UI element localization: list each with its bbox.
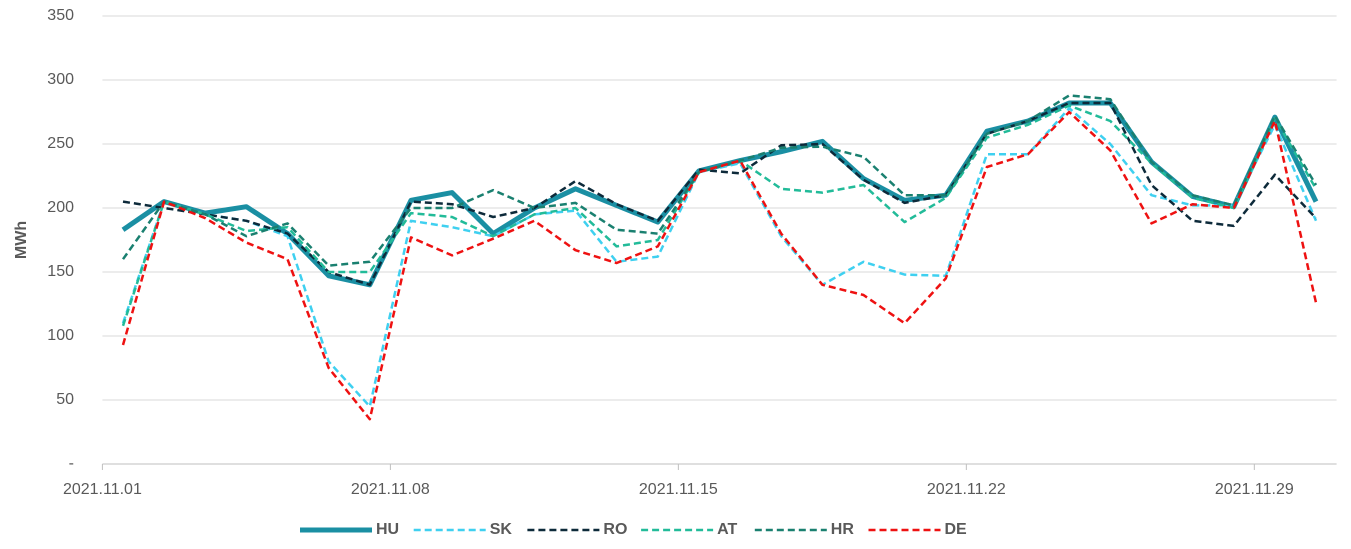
x-tick-label: 2021.11.08: [351, 481, 430, 498]
x-tick-label: 2021.11.15: [639, 481, 718, 498]
legend-label: DE: [945, 521, 968, 538]
y-tick-label: 350: [47, 7, 74, 24]
y-tick-label: 300: [47, 71, 74, 88]
series-line: [121, 106, 1318, 408]
y-tick-label: 250: [47, 135, 74, 152]
legend-label: HR: [831, 521, 855, 538]
x-tick-label: 2021.11.01: [63, 481, 142, 498]
series-line: [121, 100, 1319, 288]
y-tick-label: 150: [47, 263, 74, 280]
y-tick-label: 200: [47, 199, 74, 216]
legend-label: SK: [490, 521, 513, 538]
x-tick-label: 2021.11.22: [927, 481, 1006, 498]
series-line: [122, 101, 1317, 287]
y-tick-label: -: [69, 455, 74, 472]
series-line: [121, 94, 1318, 267]
x-tick-label: 2021.11.29: [1215, 481, 1294, 498]
y-tick-label: 100: [47, 327, 74, 344]
y-tick-label: 50: [56, 391, 74, 408]
legend-label: RO: [603, 521, 627, 538]
y-axis-label: MWh: [13, 221, 30, 259]
legend-label: HU: [376, 521, 399, 538]
legend-label: AT: [717, 521, 737, 538]
